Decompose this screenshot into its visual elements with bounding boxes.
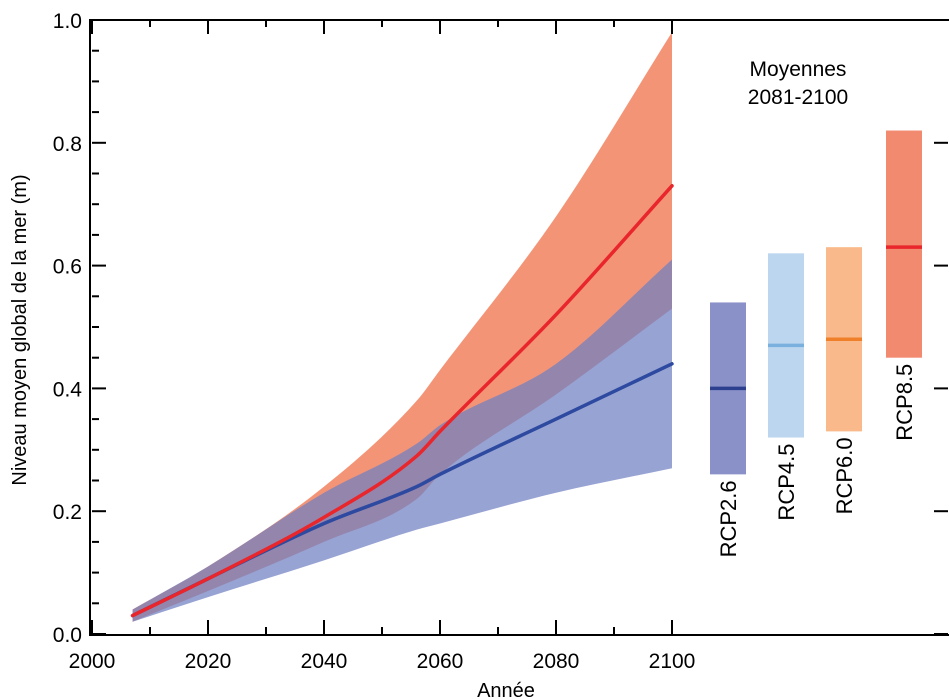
y-tick-label: 1.0 — [53, 10, 82, 33]
inset-label-rcp85: RCP8.5 — [892, 364, 917, 441]
inset-bar-rcp85 — [886, 130, 922, 358]
inset-averages: RCP2.6 RCP4.5 RCP6.0 RCP8.5 — [710, 130, 922, 557]
x-axis-title: Année — [477, 680, 535, 699]
inset-title-line2: 2081-2100 — [748, 86, 848, 109]
x-tick-label: 2060 — [417, 650, 464, 673]
inset-label-rcp26: RCP2.6 — [716, 480, 741, 557]
inset-label-rcp45: RCP4.5 — [774, 444, 799, 521]
tick-labels: 2000 2020 2040 2060 2080 2100 0.0 0.2 0.4 0.6 0.8 1… — [53, 10, 696, 673]
inset-label-rcp60: RCP6.0 — [832, 437, 857, 514]
mean-lines — [130, 184, 674, 618]
y-tick-label: 0.6 — [53, 256, 82, 279]
y-axis-title: Niveau moyen global de la mer (m) — [9, 174, 31, 485]
y-tick-label: 0.2 — [53, 501, 82, 524]
y-tick-label: 0.0 — [53, 624, 82, 647]
uncertainty-bands — [132, 32, 673, 622]
axis-ticks — [91, 19, 948, 635]
x-tick-label: 2040 — [301, 650, 348, 673]
band-rcp26 — [132, 259, 673, 622]
x-tick-label: 2020 — [185, 650, 232, 673]
y-tick-label: 0.4 — [53, 378, 83, 401]
x-tick-label: 2000 — [69, 650, 116, 673]
y-tick-label: 0.8 — [53, 133, 82, 156]
x-tick-label: 2100 — [649, 650, 696, 673]
mean-line-rcp85 — [130, 184, 674, 618]
inset-title-line1: Moyennes — [750, 58, 847, 81]
x-tick-label: 2080 — [533, 650, 580, 673]
plot-frame — [89, 19, 949, 636]
